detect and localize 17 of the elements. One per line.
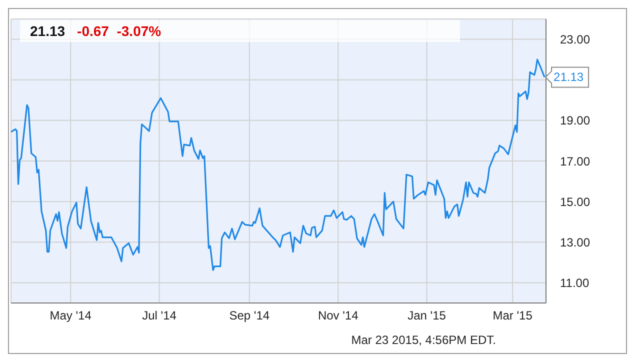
y-tick-label: 13.00	[560, 235, 590, 250]
x-tick-label: Nov '14	[318, 308, 359, 323]
annotation: 21.13	[554, 70, 584, 84]
x-tick-label: Jul '14	[142, 308, 177, 323]
x-tick-label: Jan '15	[408, 308, 446, 323]
line-series	[11, 58, 546, 271]
text: Mar 23 2015, 4:56PM EDT.	[351, 333, 496, 347]
y-tick-label: 15.00	[560, 194, 590, 209]
chart-title: 21.13	[30, 23, 66, 39]
y-tick-label: 11.00	[560, 276, 590, 290]
chart-subtitle: -0.67 -3.07%	[77, 23, 162, 39]
y-tick-label: 19.00	[560, 114, 590, 128]
x-tick-label: Sep '14	[229, 308, 270, 323]
x-tick-label: Mar '15	[492, 308, 533, 323]
x-tick-label: May '14	[50, 308, 92, 323]
y-tick-label: 23.00	[560, 32, 590, 47]
y-tick-label: 17.00	[560, 154, 590, 168]
